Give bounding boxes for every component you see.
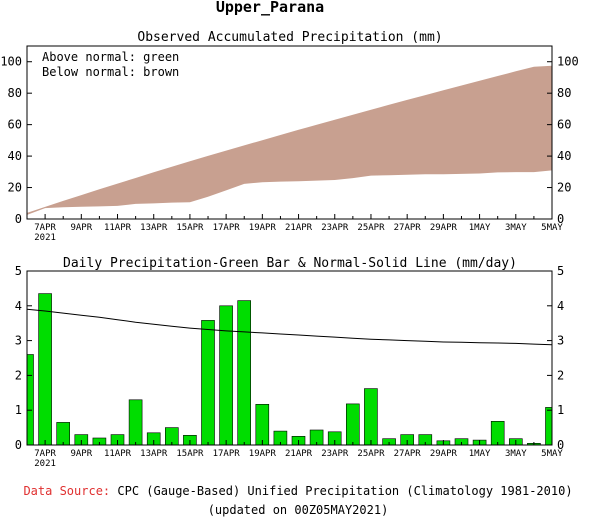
chart1-xtick-label: 7APR <box>34 223 56 233</box>
chart1-below-normal-area <box>27 65 552 215</box>
chart1-xtick-label: 11APR <box>104 223 132 233</box>
chart2-xtick-label: 11APR <box>104 449 132 459</box>
chart1-ytick-label-left: 20 <box>8 181 22 195</box>
chart2-xtick-label: 7APR <box>34 449 56 459</box>
chart2-ytick-label-right: 5 <box>557 264 564 278</box>
chart2-ytick-label-right: 4 <box>557 299 564 313</box>
chart2-year-label: 2021 <box>34 459 56 469</box>
chart2-bar <box>364 388 378 446</box>
chart1-ytick-label-right: 80 <box>557 86 571 100</box>
chart1-xtick-label: 19APR <box>249 223 277 233</box>
chart2-xtick-label: 27APR <box>394 449 422 459</box>
chart1-annotation-below: Below normal: brown <box>42 65 179 79</box>
chart2-bar <box>56 422 71 446</box>
chart1-xtick-label: 15APR <box>176 223 204 233</box>
chart1-xtick-label: 5MAY <box>541 223 563 233</box>
page-title: Upper_Parana <box>216 0 324 16</box>
chart1-ytick-label-right: 0 <box>557 212 564 226</box>
chart2-bar <box>255 403 270 446</box>
chart2-ytick-label-left: 0 <box>15 438 22 452</box>
source-label: Data Source: <box>23 484 110 498</box>
chart1-ytick-label-left: 0 <box>15 212 22 226</box>
chart2-ytick-label-right: 2 <box>557 368 564 382</box>
chart1-xtick-label: 9APR <box>70 223 92 233</box>
chart1-annotation-above: Above normal: green <box>42 50 179 64</box>
chart1-ytick-label-right: 40 <box>557 149 571 163</box>
chart2-normal-line-group <box>26 308 553 346</box>
chart2-bar <box>128 399 143 446</box>
chart2-bar <box>545 407 553 446</box>
chart1-ytick-label-left: 100 <box>0 55 22 69</box>
chart2-xtick-label: 1MAY <box>469 449 491 459</box>
chart1-ytick-label-left: 40 <box>8 149 22 163</box>
chart2-bar <box>490 420 505 446</box>
chart1-ytick-label-left: 80 <box>8 86 22 100</box>
chart1-ytick-label-right: 100 <box>557 55 579 69</box>
source-text: CPC (Gauge-Based) Unified Precipitation … <box>117 484 572 498</box>
chart2-xtick-label: 13APR <box>140 449 168 459</box>
chart2-ytick-label-right: 1 <box>557 403 564 417</box>
chart2-xtick-label: 9APR <box>70 449 92 459</box>
chart1-xtick-label: 23APR <box>321 223 349 233</box>
updated-text: (updated on 00Z05MAY2021) <box>208 503 389 517</box>
chart1-area-fill <box>27 65 552 215</box>
chart2-ytick-label-right: 0 <box>557 438 564 452</box>
chart2-bar <box>345 403 360 446</box>
chart1-ytick-label-right: 60 <box>557 118 571 132</box>
chart2-xtick-label: 25APR <box>357 449 385 459</box>
chart1-ytick-label-right: 20 <box>557 181 571 195</box>
chart2-xtick-label: 15APR <box>176 449 204 459</box>
chart1-xtick-label: 3MAY <box>505 223 527 233</box>
chart2-xtick-label: 17APR <box>213 449 241 459</box>
accumulated-precip-chart: Observed Accumulated Precipitation (mm) … <box>0 30 578 243</box>
chart2-ytick-label-left: 3 <box>15 334 22 348</box>
chart1-xtick-label: 21APR <box>285 223 313 233</box>
chart1-title: Observed Accumulated Precipitation (mm) <box>137 30 442 45</box>
chart2-bar <box>219 305 233 446</box>
chart2-ytick-label-right: 3 <box>557 334 564 348</box>
chart2-xtick-label: 29APR <box>430 449 458 459</box>
chart2-title: Daily Precipitation-Green Bar & Normal-S… <box>63 256 517 271</box>
chart1-xtick-label: 25APR <box>357 223 385 233</box>
chart2-xtick-label: 19APR <box>249 449 277 459</box>
chart2-xtick-label: 3MAY <box>505 449 527 459</box>
chart1-ytick-label-left: 60 <box>8 118 22 132</box>
chart2-bar <box>237 300 251 446</box>
chart1-frame <box>26 45 553 220</box>
chart2-frame <box>26 270 553 446</box>
chart2-ytick-label-left: 5 <box>15 264 22 278</box>
chart2-bar <box>201 320 215 446</box>
chart1-xtick-label: 17APR <box>213 223 241 233</box>
chart1-xtick-label: 1MAY <box>469 223 491 233</box>
chart2-xtick-label: 5MAY <box>541 449 563 459</box>
chart1-year-label: 2021 <box>34 233 56 243</box>
chart2-normal-line <box>26 308 553 346</box>
daily-precip-chart: Daily Precipitation-Green Bar & Normal-S… <box>15 256 564 469</box>
chart2-bars <box>26 293 553 446</box>
source-line: Data Source: CPC (Gauge-Based) Unified P… <box>23 484 572 498</box>
chart2-bar <box>38 293 52 446</box>
chart2-xtick-label: 23APR <box>321 449 349 459</box>
chart1-xtick-label: 27APR <box>394 223 422 233</box>
chart1-xtick-label: 13APR <box>140 223 168 233</box>
chart2-xtick-label: 21APR <box>285 449 313 459</box>
chart2-ytick-label-left: 2 <box>15 368 22 382</box>
chart1-xtick-label: 29APR <box>430 223 458 233</box>
chart2-bar <box>26 354 34 446</box>
chart2-ytick-label-left: 4 <box>15 299 22 313</box>
chart2-ytick-label-left: 1 <box>15 403 22 417</box>
